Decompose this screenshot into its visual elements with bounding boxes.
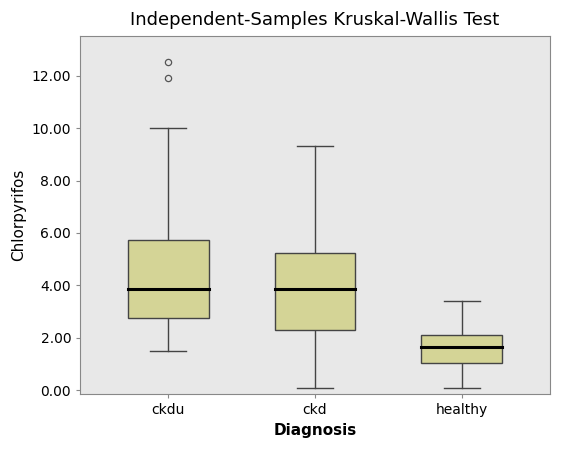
Bar <box>421 335 502 363</box>
X-axis label: Diagnosis: Diagnosis <box>273 423 357 438</box>
Bar <box>275 253 356 330</box>
Bar <box>128 239 209 318</box>
Title: Independent-Samples Kruskal-Wallis Test: Independent-Samples Kruskal-Wallis Test <box>130 11 500 29</box>
Y-axis label: Chlorpyrifos: Chlorpyrifos <box>11 169 26 261</box>
